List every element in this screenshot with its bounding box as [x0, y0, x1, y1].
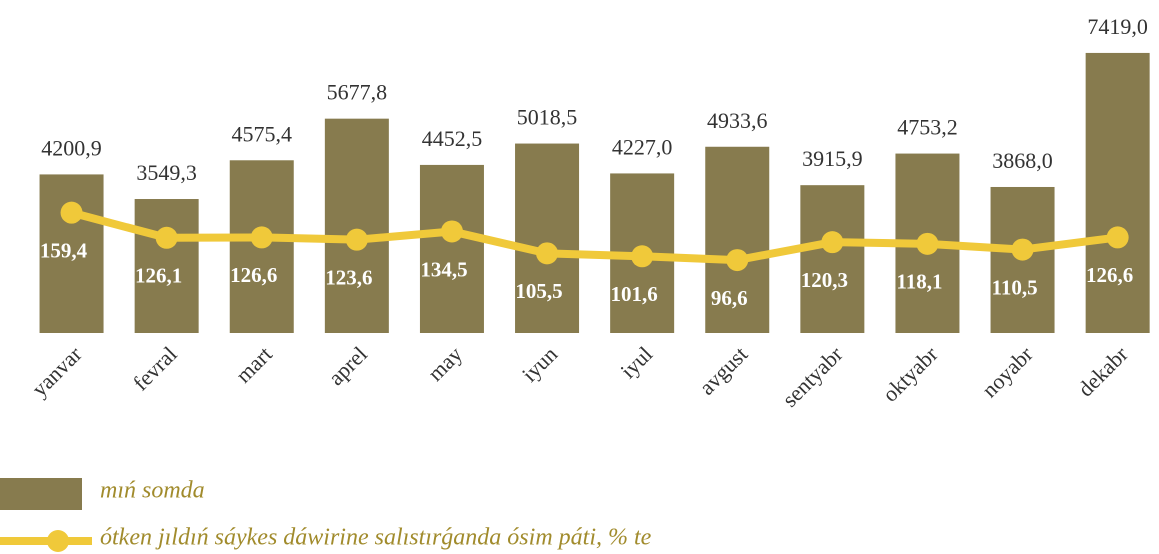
- x-tick-label: yanvar: [27, 341, 87, 401]
- bar-value-label: 4575,4: [232, 121, 293, 146]
- line-value-label: 118,1: [896, 270, 942, 294]
- bar-value-label: 4753,2: [897, 115, 958, 140]
- bar: [1085, 52, 1150, 334]
- bar: [800, 185, 865, 333]
- line-value-label: 120,3: [801, 268, 848, 292]
- bar: [705, 146, 770, 333]
- line-value-label: 101,6: [611, 282, 658, 306]
- line-value-label: 96,6: [711, 286, 748, 310]
- line-marker: [1011, 238, 1034, 261]
- bar: [39, 174, 104, 333]
- line-marker: [821, 231, 844, 254]
- x-tick-label: iyul: [615, 341, 657, 383]
- legend-label: ótken jıldıń sáykes dáwirine salıstırǵan…: [100, 525, 652, 551]
- bar-value-label: 3868,0: [992, 148, 1053, 173]
- line-marker: [916, 232, 939, 255]
- line-marker: [345, 228, 368, 251]
- line-marker: [60, 201, 83, 224]
- x-tick-label: sentyabr: [777, 341, 848, 412]
- legend-swatch: [0, 478, 82, 510]
- bar-value-label: 7419,0: [1087, 14, 1148, 39]
- bar: [515, 143, 580, 333]
- bar-value-label: 5018,5: [517, 105, 578, 130]
- line-marker: [1106, 226, 1129, 249]
- x-tick-label: noyabr: [977, 341, 1038, 402]
- line-value-label: 134,5: [420, 257, 467, 281]
- bar: [134, 199, 199, 333]
- line-value-label: 159,4: [40, 238, 88, 262]
- x-tick-label: mart: [231, 341, 277, 387]
- bar-value-label: 4452,5: [422, 126, 483, 151]
- x-tick-label: avgust: [694, 341, 752, 399]
- line-value-label: 126,6: [1086, 263, 1133, 287]
- bar-value-label: 4227,0: [612, 134, 673, 159]
- legend-marker: [47, 530, 69, 552]
- line-value-label: 110,5: [992, 275, 1038, 299]
- line-marker: [536, 242, 559, 265]
- line-marker: [155, 226, 178, 249]
- x-tick-label: iyun: [517, 341, 562, 386]
- bar-value-label: 3915,9: [802, 146, 863, 171]
- x-tick-label: oktyabr: [877, 341, 943, 407]
- line-marker: [726, 249, 749, 272]
- line-value-label: 126,6: [230, 263, 277, 287]
- line-value-label: 105,5: [515, 279, 562, 303]
- x-tick-label: dekabr: [1073, 341, 1133, 401]
- line: [70, 208, 1119, 265]
- legend-label: mıń somda: [100, 478, 205, 504]
- bar-value-label: 4200,9: [41, 135, 102, 160]
- x-tick-label: may: [423, 341, 467, 385]
- line-value-label: 126,1: [135, 264, 182, 288]
- bar-value-label: 4933,6: [707, 108, 768, 133]
- x-tick-label: aprel: [323, 341, 372, 390]
- bar: [324, 118, 389, 333]
- bar: [419, 164, 484, 333]
- line-marker: [440, 220, 463, 243]
- line-marker: [250, 226, 273, 249]
- line-marker: [631, 245, 654, 268]
- bar-value-label: 5677,8: [327, 80, 388, 105]
- x-tick-label: fevral: [128, 341, 182, 395]
- bar-value-label: 3549,3: [136, 160, 197, 185]
- line-value-label: 123,6: [325, 265, 372, 289]
